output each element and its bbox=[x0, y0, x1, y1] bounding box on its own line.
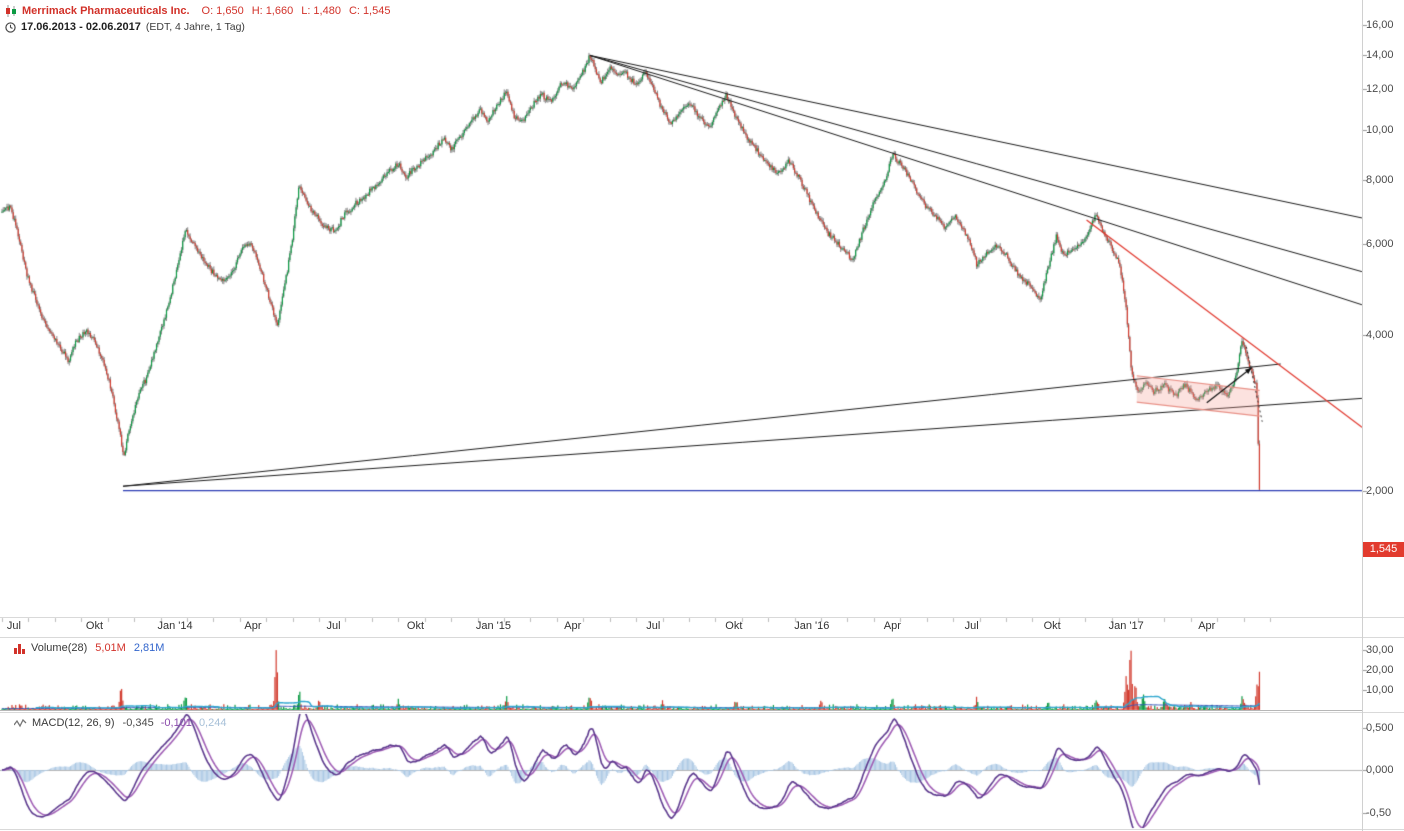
instrument-header: Merrimack Pharmaceuticals Inc. O: 1,650 … bbox=[5, 5, 390, 17]
macd-axis-label: 0,500 bbox=[1366, 721, 1394, 734]
axis-divider bbox=[1362, 0, 1363, 831]
volume-axis-label: 20,00 bbox=[1366, 664, 1394, 676]
macd-title[interactable]: MACD(12, 26, 9) bbox=[32, 717, 115, 729]
time-axis-label: Jul bbox=[326, 620, 341, 632]
time-axis-label: Jul bbox=[6, 620, 21, 632]
volume-current-value: 5,01M bbox=[95, 642, 126, 654]
time-axis-label: Okt bbox=[85, 620, 104, 632]
clock-icon bbox=[5, 21, 16, 33]
volume-average-value: 2,81M bbox=[133, 642, 165, 654]
ohlc-open-label: O: bbox=[201, 5, 214, 17]
time-axis-label: Okt bbox=[725, 620, 743, 632]
ohlc-low-value: 1,480 bbox=[313, 5, 341, 17]
last-price-tag: 1,545 bbox=[1363, 541, 1404, 557]
time-axis-label: Apr bbox=[883, 620, 901, 632]
ohlc-high-value: 1,660 bbox=[265, 5, 294, 17]
price-axis-label: 8,000 bbox=[1366, 174, 1394, 186]
macd-signal-value: -0,101 bbox=[160, 717, 192, 729]
price-axis-label: 14,00 bbox=[1366, 48, 1394, 61]
range-detail: (EDT, 4 Jahre, 1 Tag) bbox=[145, 21, 245, 33]
time-axis-label: Okt bbox=[1043, 620, 1061, 632]
time-axis-label: Apr bbox=[1198, 620, 1216, 632]
time-axis-label: Jul bbox=[964, 620, 979, 632]
macd-header: MACD(12, 26, 9) -0,345 -0,101 0,244 bbox=[14, 717, 226, 729]
ohlc-close-value: 1,545 bbox=[362, 5, 391, 17]
macd-hist-value: 0,244 bbox=[198, 717, 227, 729]
ohlc-close-label: C: bbox=[348, 5, 360, 17]
price-axis-label: 2,000 bbox=[1366, 484, 1394, 497]
macd-axis-label: 0,000 bbox=[1366, 764, 1394, 776]
time-axis-label: Jan '14 bbox=[157, 620, 193, 632]
macd-axis-label: -0,50 bbox=[1366, 806, 1392, 819]
volume-title[interactable]: Volume(28) bbox=[31, 642, 88, 654]
volume-axis-label: 30,00 bbox=[1366, 644, 1394, 656]
panel-divider bbox=[0, 829, 1404, 830]
panel-divider bbox=[0, 637, 1404, 638]
price-axis[interactable]: 16,00 14,00 12,00 10,00 8,000 6,000 4,000 2,000… bbox=[1362, 0, 1404, 831]
price-axis-label: 10,00 bbox=[1366, 124, 1394, 136]
time-axis-label: Jan '17 bbox=[1108, 620, 1144, 632]
time-axis[interactable]: Jul Okt Jan '14 Apr Jul Okt Jan '15 Apr Jul Okt Ja… bbox=[0, 617, 1362, 637]
price-axis-label: 12,00 bbox=[1366, 83, 1394, 96]
time-axis-label: Apr bbox=[244, 620, 262, 632]
volume-baseline bbox=[0, 710, 1362, 711]
time-axis-label: Jan '16 bbox=[794, 620, 830, 632]
time-axis-label: Okt bbox=[406, 620, 425, 632]
ohlc-open-value: 1,650 bbox=[216, 5, 244, 17]
panel-divider bbox=[0, 617, 1404, 618]
price-axis-label: 16,00 bbox=[1366, 18, 1394, 31]
macd-line-icon bbox=[14, 717, 27, 729]
price-axis-label: 4,000 bbox=[1366, 329, 1394, 342]
volume-bars-icon bbox=[14, 642, 26, 654]
date-range-header: 17.06.2013 - 02.06.2017 (EDT, 4 Jahre, 1… bbox=[5, 21, 245, 33]
ohlc-high-label: H: bbox=[251, 5, 263, 17]
time-axis-label: Jul bbox=[646, 620, 661, 632]
panel-resize-handle[interactable] bbox=[0, 712, 1404, 713]
time-axis-label: Apr bbox=[564, 620, 582, 632]
candlestick-icon bbox=[5, 5, 17, 17]
volume-header: Volume(28) 5,01M 2,81M bbox=[14, 642, 164, 654]
price-axis-label: 6,000 bbox=[1366, 238, 1394, 251]
instrument-name[interactable]: Merrimack Pharmaceuticals Inc. bbox=[22, 5, 190, 17]
time-axis-label: Jan '15 bbox=[475, 620, 511, 632]
macd-value: -0,345 bbox=[122, 717, 154, 729]
ohlc-low-label: L: bbox=[301, 5, 311, 17]
volume-axis-label: 10,00 bbox=[1366, 684, 1394, 696]
date-range[interactable]: 17.06.2013 - 02.06.2017 bbox=[21, 21, 141, 33]
